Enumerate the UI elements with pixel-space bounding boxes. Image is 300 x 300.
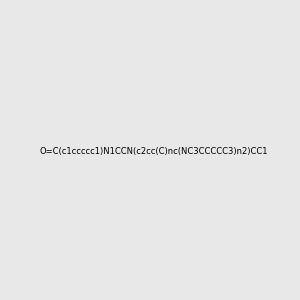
Text: O=C(c1ccccc1)N1CCN(c2cc(C)nc(NC3CCCCC3)n2)CC1: O=C(c1ccccc1)N1CCN(c2cc(C)nc(NC3CCCCC3)n… [40,147,268,156]
